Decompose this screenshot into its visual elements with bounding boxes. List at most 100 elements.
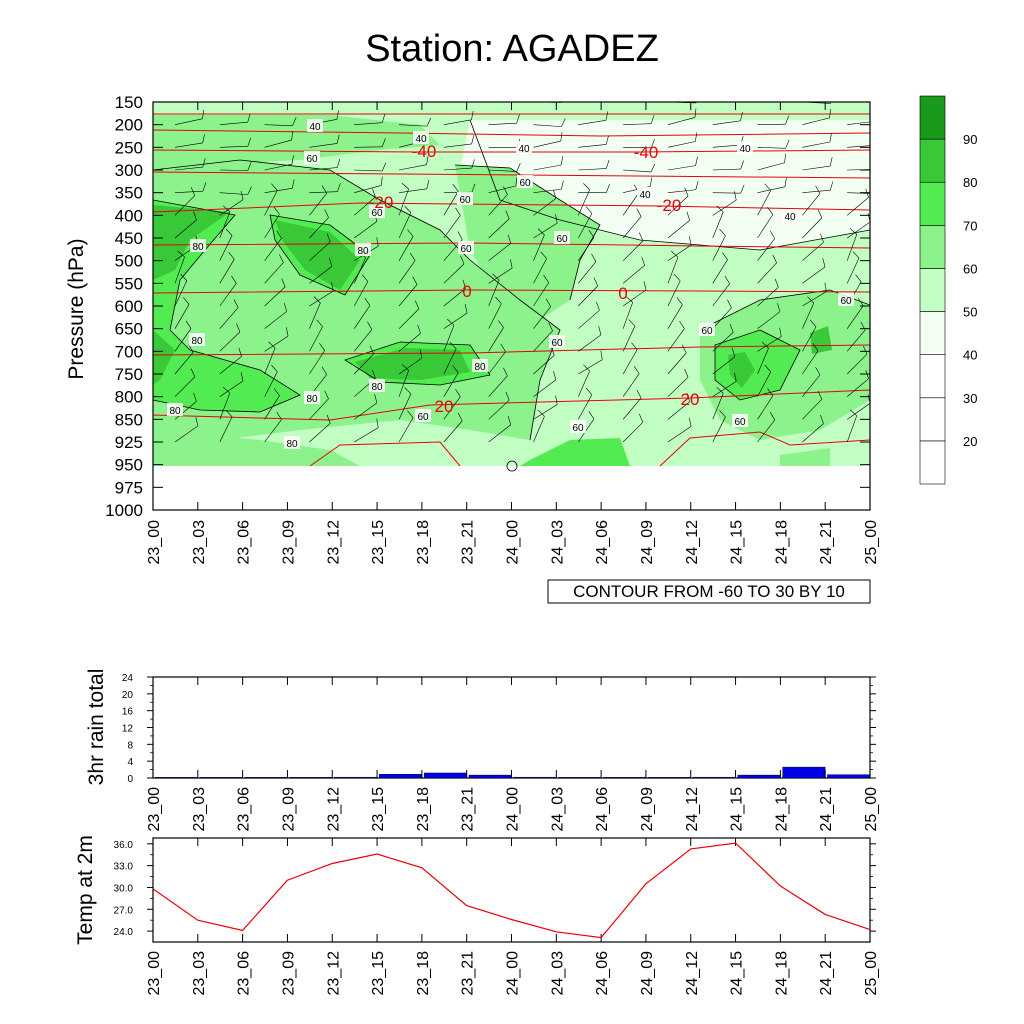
wind-barb xyxy=(309,296,321,329)
rain-tick-label: 4 xyxy=(127,757,133,768)
wind-barb xyxy=(309,134,340,148)
wind-barb xyxy=(398,349,423,375)
wind-barb xyxy=(802,415,824,443)
wind-barb xyxy=(354,345,374,375)
humidity-contour-label: 60 xyxy=(838,293,854,307)
wind-barb xyxy=(578,277,599,307)
pressure-tick-label: 700 xyxy=(115,342,143,361)
wind-barb xyxy=(712,228,726,261)
wind-barb xyxy=(533,214,558,239)
wind-barb xyxy=(354,188,376,216)
temp-line xyxy=(152,842,871,939)
svg-text:80: 80 xyxy=(286,439,298,450)
wind-barb xyxy=(488,343,506,375)
wind-barb xyxy=(219,205,231,239)
svg-text:60: 60 xyxy=(551,338,563,349)
wind-barb xyxy=(847,102,849,103)
wind-barb xyxy=(667,211,690,239)
wind-barb xyxy=(443,318,455,352)
wind-barb xyxy=(354,394,378,420)
colorbar-tick-label: 40 xyxy=(963,348,977,363)
page-title: Station: AGADEZ xyxy=(365,28,659,70)
wind-barb xyxy=(578,184,610,193)
wind-barb xyxy=(578,183,590,216)
svg-text:60: 60 xyxy=(519,178,531,189)
wind-barb xyxy=(219,190,244,216)
humidity-contour-label: 60 xyxy=(517,175,533,189)
wind-barb xyxy=(667,297,683,329)
wind-barb xyxy=(309,233,331,261)
wind-barb xyxy=(309,414,331,443)
colorbar-box xyxy=(919,181,946,226)
svg-text:80: 80 xyxy=(357,246,369,257)
wind-barb xyxy=(667,180,699,193)
wind-barb xyxy=(309,319,323,352)
wind-barb xyxy=(667,187,689,216)
time-tick-label: 24_21 xyxy=(818,787,835,832)
pressure-axis: 1502002503003504004505005506006507007508… xyxy=(105,93,870,520)
wind-barb xyxy=(309,102,311,103)
time-tick-label: 24_21 xyxy=(818,520,835,565)
wind-barb xyxy=(309,343,325,375)
wind-barb xyxy=(264,131,293,148)
rain-bar xyxy=(558,777,602,779)
wind-barb xyxy=(443,102,446,103)
wind-barb xyxy=(219,162,252,171)
time-tick-label: 24_09 xyxy=(639,787,656,832)
wind-barb xyxy=(802,233,824,261)
wind-barb xyxy=(443,388,461,420)
rain-axes: 0 4 8 12 16 20 24 23_00 23_03 23_06 23_09 23_12 23_1… xyxy=(122,673,880,832)
pressure-tick-label: 600 xyxy=(115,297,143,316)
time-tick-label: 23_15 xyxy=(370,951,387,996)
temp-axis-label: Temp at 2m xyxy=(74,835,97,945)
time-tick-label: 24_03 xyxy=(549,787,566,832)
wind-barb xyxy=(847,121,870,125)
rain-bar xyxy=(155,777,199,779)
wind-barb xyxy=(174,182,207,193)
pressure-axis-label: Pressure (hPa) xyxy=(65,238,88,379)
wind-barb xyxy=(533,189,557,216)
svg-text:40: 40 xyxy=(784,212,796,223)
svg-text:40: 40 xyxy=(739,144,751,155)
humidity-contour-label: 60 xyxy=(415,409,431,423)
time-tick-label: 23_09 xyxy=(280,520,297,565)
wind-barb xyxy=(757,139,790,149)
wind-barb xyxy=(757,207,774,239)
rain-tick-label: 20 xyxy=(122,690,134,701)
humidity-shading xyxy=(153,102,870,510)
wind-barb xyxy=(757,412,776,443)
time-tick-label: 24_00 xyxy=(505,951,522,996)
rain-bar xyxy=(379,774,423,779)
contour-line xyxy=(714,329,801,401)
humidity-contour-label: 60 xyxy=(570,420,586,434)
wind-barb xyxy=(264,411,282,443)
pressure-tick-label: 800 xyxy=(115,388,143,407)
pressure-tick-label: 975 xyxy=(115,478,143,497)
humidity-contour-label: 60 xyxy=(457,192,473,206)
shade-core-3-dark xyxy=(355,348,470,380)
wind-barb xyxy=(219,275,237,307)
wind-barb xyxy=(533,346,555,375)
svg-text:80: 80 xyxy=(191,336,203,347)
pressure-tick-label: 200 xyxy=(115,116,143,135)
time-tick-label: 24_09 xyxy=(639,520,656,565)
temp-tick-label: 33.0 xyxy=(114,862,134,873)
pressure-tick-label: 750 xyxy=(115,365,143,384)
wind-barb xyxy=(353,274,369,307)
wind-barb xyxy=(623,102,627,103)
colorbar-tick-label: 70 xyxy=(963,218,977,233)
svg-text:80: 80 xyxy=(306,394,318,405)
svg-text:40: 40 xyxy=(639,190,651,201)
wind-barb xyxy=(623,115,655,125)
humidity-contour-label: 40 xyxy=(307,119,323,133)
temp-contour xyxy=(153,289,870,294)
time-tick-label: 24_21 xyxy=(818,951,835,996)
wind-barb xyxy=(712,252,728,284)
wind-barb xyxy=(623,139,655,149)
wind-barb xyxy=(488,210,510,239)
wind-barb xyxy=(219,137,252,148)
svg-text:40: 40 xyxy=(415,134,427,145)
wind-barb xyxy=(757,183,771,216)
wind-barb xyxy=(219,323,241,352)
wind-barb xyxy=(533,395,558,420)
